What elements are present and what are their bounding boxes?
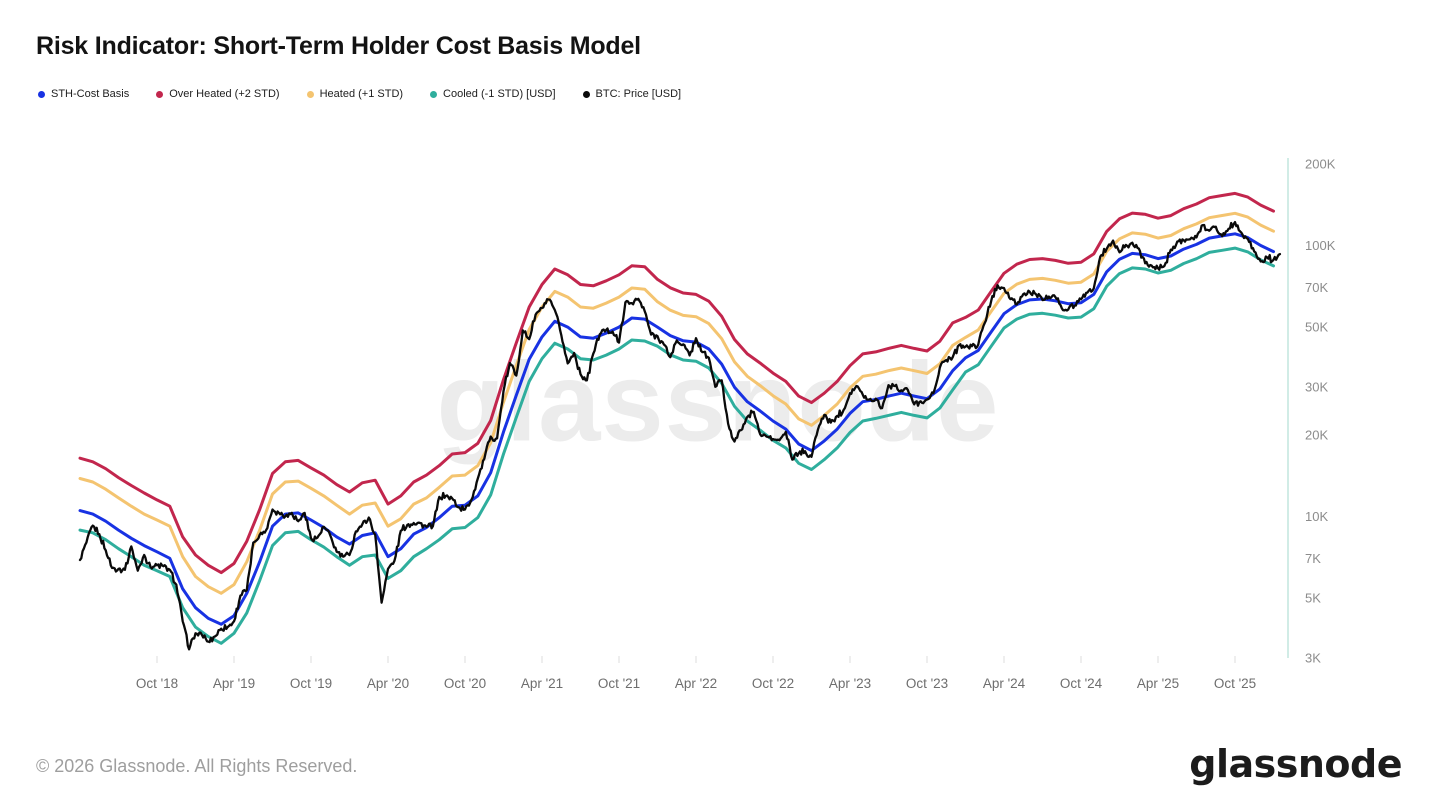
series-line-btc-price [78, 220, 1282, 651]
y-axis-tick-label: 7K [1305, 551, 1321, 566]
x-axis-tick-label: Oct '20 [444, 676, 486, 691]
x-axis-tick-label: Apr '22 [675, 676, 717, 691]
copyright-text: © 2026 Glassnode. All Rights Reserved. [36, 756, 358, 776]
x-axis-tick-label: Oct '18 [136, 676, 178, 691]
series-line-cooled [78, 246, 1275, 645]
legend-item-heated[interactable]: Heated (+1 STD) [306, 88, 404, 100]
x-axis-tick-label: Oct '22 [752, 676, 794, 691]
x-axis-tick-label: Apr '23 [829, 676, 871, 691]
y-axis-tick-label: 70K [1305, 280, 1328, 295]
legend-label: Heated (+1 STD) [319, 88, 404, 100]
x-axis-tick-label: Apr '21 [521, 676, 563, 691]
legend-dot-icon [156, 90, 164, 98]
legend-dot-icon [38, 90, 45, 98]
x-axis-tick-label: Apr '25 [1137, 676, 1179, 691]
y-axis-tick-label: 10K [1305, 509, 1328, 524]
legend-item-cooled[interactable]: Cooled (-1 STD) [USD] [430, 88, 556, 100]
legend-dot-icon [306, 90, 314, 98]
x-axis-tick-label: Oct '19 [290, 676, 332, 691]
y-axis-tick-label: 5K [1305, 590, 1321, 605]
x-axis-tick-label: Oct '24 [1060, 676, 1103, 691]
legend-label: STH-Cost Basis [51, 88, 130, 100]
series-line-heated [78, 211, 1275, 595]
series-line-over-heated [78, 191, 1275, 575]
legend-dot-icon [582, 90, 590, 98]
legend-item-over-heated[interactable]: Over Heated (+2 STD) [156, 88, 280, 100]
legend-dot-icon [430, 90, 438, 98]
series-line-sth-cost-basis [78, 232, 1275, 626]
legend-item-sth-cost-basis[interactable]: STH-Cost Basis [38, 88, 129, 100]
page-title: Risk Indicator: Short-Term Holder Cost B… [36, 32, 641, 60]
legend-item-btc-price[interactable]: BTC: Price [USD] [582, 88, 682, 100]
chart-legend: STH-Cost Basis Over Heated (+2 STD) Heat… [38, 88, 681, 100]
legend-label: Cooled (-1 STD) [USD] [443, 88, 556, 100]
x-axis-tick-label: Oct '23 [906, 676, 948, 691]
x-axis-tick-label: Apr '20 [367, 676, 409, 691]
x-axis-tick-label: Oct '25 [1214, 676, 1256, 691]
y-axis-tick-label: 50K [1305, 320, 1328, 335]
x-axis-tick-label: Apr '19 [213, 676, 255, 691]
glassnode-logo: glassnode [1189, 742, 1402, 786]
x-axis-tick-label: Oct '21 [598, 676, 640, 691]
y-axis-tick-label: 3K [1305, 651, 1321, 666]
x-axis-tick-label: Apr '24 [983, 676, 1026, 691]
y-axis-tick-label: 100K [1305, 238, 1336, 253]
y-axis-tick-label: 200K [1305, 157, 1336, 172]
y-axis-tick-label: 30K [1305, 380, 1328, 395]
legend-label: Over Heated (+2 STD) [169, 88, 280, 100]
y-axis-tick-label: 20K [1305, 427, 1328, 442]
legend-label: BTC: Price [USD] [595, 88, 682, 100]
